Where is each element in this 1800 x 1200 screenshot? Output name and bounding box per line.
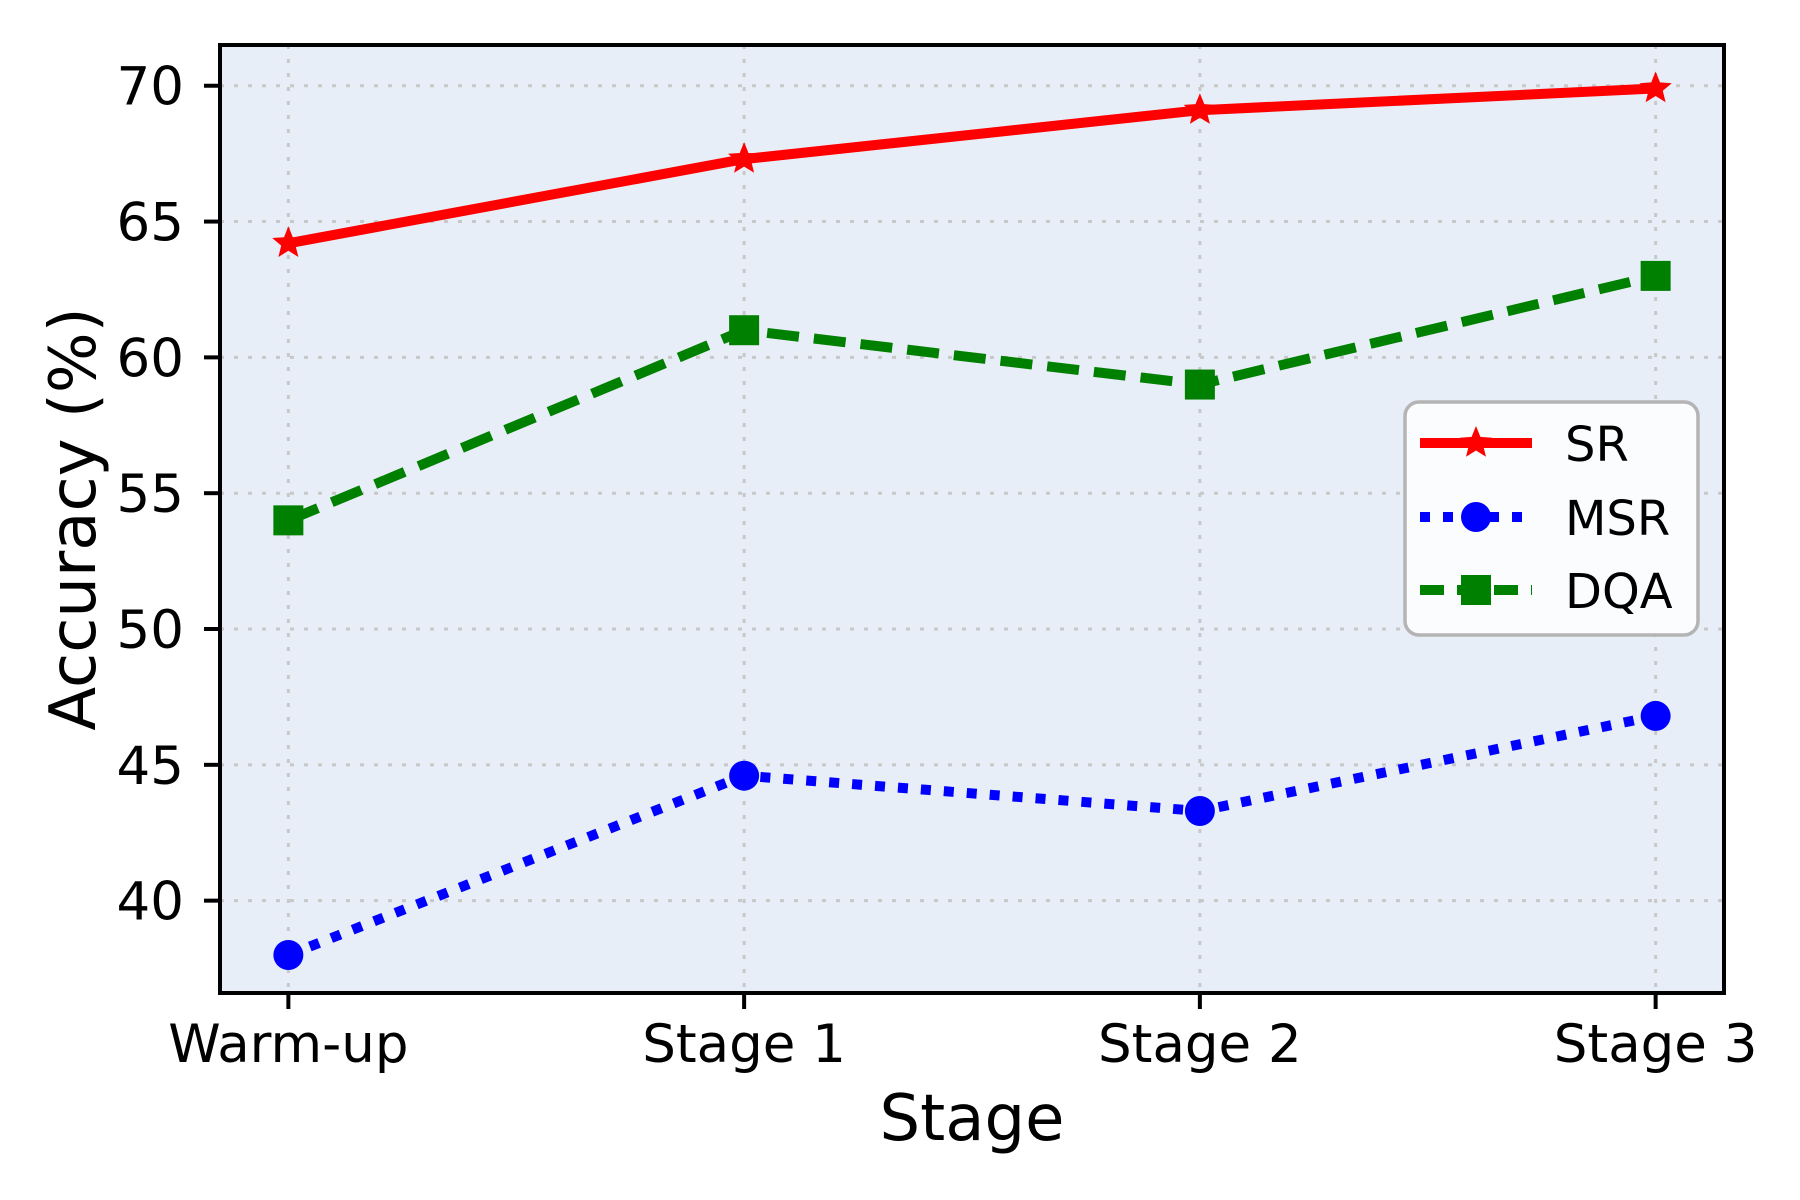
star-marker-sr-0: [272, 226, 305, 257]
circle-marker-msr-0: [273, 939, 304, 970]
square-marker-dqa-3: [1640, 260, 1671, 291]
series-msr: [273, 700, 1671, 970]
x-tick-label: Stage 2: [1098, 1014, 1302, 1075]
x-tick-label: Stage 1: [642, 1014, 846, 1075]
series-sr: [272, 71, 1672, 257]
axes-ticks: [204, 83, 1658, 1009]
y-tick-label: 45: [117, 736, 184, 797]
circle-marker-msr-3: [1640, 700, 1671, 731]
legend: SR MSR DQA: [1403, 400, 1700, 637]
square-marker-dqa-2: [1184, 369, 1215, 400]
series-line-dqa: [286, 271, 1657, 526]
y-tick-label: 60: [117, 328, 184, 389]
circle-marker-msr-1: [729, 760, 760, 791]
circle-marker-msr-2: [1184, 796, 1215, 827]
y-tick-label: 65: [117, 193, 184, 254]
star-marker-sr-1: [728, 142, 761, 173]
y-axis-title: Accuracy (%): [37, 307, 111, 730]
y-tick-label: 70: [117, 57, 184, 118]
star-marker-sr-2: [1183, 93, 1216, 124]
x-axis-title: Stage: [880, 1082, 1065, 1156]
x-tick-label: Warm-up: [168, 1014, 408, 1075]
legend-entry-msr: MSR: [1420, 491, 1670, 547]
plot-frame: [218, 43, 1726, 995]
series-line-sr: [287, 83, 1656, 249]
star-legend-marker-sr: [1459, 426, 1493, 457]
series-line-msr: [286, 711, 1657, 960]
square-legend-marker-dqa: [1461, 575, 1491, 605]
y-tick-label: 50: [117, 600, 184, 661]
circle-legend-marker-msr: [1461, 502, 1491, 532]
legend-label-msr: MSR: [1565, 491, 1670, 547]
y-tick-label: 40: [117, 872, 184, 933]
legend-entry-sr: SR: [1420, 417, 1629, 473]
legend-label-sr: SR: [1565, 417, 1629, 473]
series-dqa: [273, 260, 1671, 536]
y-tick-label: 55: [117, 464, 184, 525]
x-tick-label: Stage 3: [1554, 1014, 1758, 1075]
star-marker-sr-3: [1639, 71, 1672, 103]
legend-entry-dqa: DQA: [1420, 564, 1673, 620]
legend-label-dqa: DQA: [1565, 564, 1673, 620]
square-marker-dqa-0: [273, 505, 304, 536]
square-marker-dqa-1: [729, 315, 760, 346]
